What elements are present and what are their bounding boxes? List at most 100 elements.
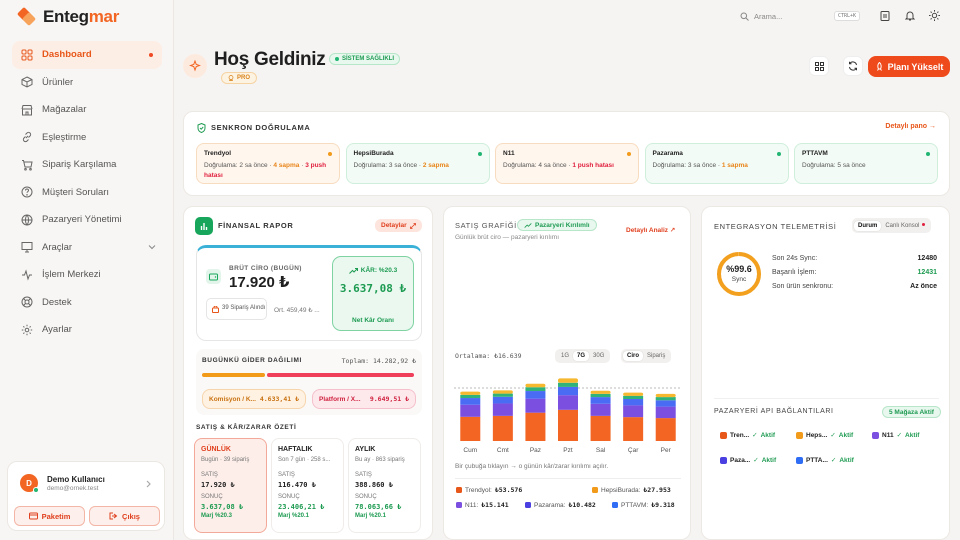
chevron-right-icon[interactable] — [146, 480, 152, 488]
bar-Paz-Trendyol[interactable] — [525, 412, 546, 441]
expense-total: Toplam: 14.282,92 ₺ — [341, 357, 416, 365]
bell-icon[interactable] — [905, 10, 915, 21]
search-box[interactable]: Arama... CTRL+K — [734, 8, 860, 25]
sidebar-item-mağazalar[interactable]: Mağazalar — [12, 96, 162, 124]
sidebar-item-araçlar[interactable]: Araçlar — [12, 234, 162, 262]
bar-Per-PTTAVM[interactable] — [655, 393, 676, 398]
pro-badge: PRO — [221, 72, 258, 84]
grid-view-button[interactable] — [809, 56, 829, 76]
api-connection[interactable]: Tren... ✓ Aktif — [720, 431, 775, 439]
finance-title: FİNANSAL RAPOR — [218, 221, 294, 230]
bar-Sal-Pazarama[interactable] — [590, 393, 611, 398]
metrics-option[interactable]: Ciro — [623, 351, 643, 361]
detailed-analysis-link[interactable]: Detaylı Analiz ↗ — [626, 227, 676, 234]
sidebar-item-pazaryeri-yönetimi[interactable]: Pazaryeri Yönetimi — [12, 206, 162, 234]
period-card-0[interactable]: GÜNLÜK Bugün · 39 sipariş SATIŞ 17.920 ₺ SON… — [194, 438, 267, 533]
bar-Pzt-HepsiBurada[interactable] — [558, 395, 578, 410]
sidebar-item-eşleştirme[interactable]: Eşleştirme — [12, 124, 162, 152]
bar-Pzt-PTTAVM[interactable] — [558, 378, 578, 383]
bar-Cmt-Trendyol[interactable] — [492, 415, 513, 441]
sidebar-item-label: Araçlar — [42, 241, 73, 253]
expense-chip[interactable]: Komisyon / K... 4.633,41 ₺ — [202, 389, 306, 409]
store-icon — [21, 104, 33, 116]
telemetry-card: ENTEGRASYON TELEMETRİSİ Durum Canlı Konso… — [701, 206, 950, 540]
sidebar-item-ürünler[interactable]: Ürünler — [12, 69, 162, 97]
plan-button[interactable]: Paketim — [14, 506, 85, 526]
bar-Çar-Trendyol[interactable] — [623, 417, 644, 441]
ranges-option[interactable]: 1G — [561, 353, 570, 359]
x-tick-label: Per — [661, 447, 672, 454]
marketplace-sync-pazarama[interactable]: Pazarama Doğrulama: 3 sa önce · 1 sapma — [644, 143, 789, 184]
bar-Çar-Pazarama[interactable] — [623, 395, 644, 399]
bar-Cmt-PTTAVM[interactable] — [492, 390, 513, 394]
ranges-option[interactable]: 7G — [573, 351, 590, 361]
bar-Çar-N11[interactable] — [623, 399, 644, 406]
sidebar-item-dashboard[interactable]: Dashboard — [12, 41, 162, 69]
period-card-1[interactable]: HAFTALIK Son 7 gün · 258 s... SATIŞ 116.470… — [271, 438, 344, 533]
bar-Çar-HepsiBurada[interactable] — [623, 405, 644, 418]
api-connection[interactable]: PTTA... ✓ Aktif — [796, 456, 854, 464]
api-connection[interactable]: Heps... ✓ Aktif — [796, 431, 853, 439]
tele-tabs-option[interactable]: Durum — [854, 220, 882, 231]
expense-chip[interactable]: Platform / X... 9.649,51 ₺ — [312, 389, 416, 409]
bar-Pzt-N11[interactable] — [558, 386, 578, 396]
bar-Pzt-Pazarama[interactable] — [558, 382, 578, 387]
bar-Per-HepsiBurada[interactable] — [655, 406, 676, 419]
bar-Pzt-Trendyol[interactable] — [558, 409, 578, 441]
orders-chip[interactable]: 39 Sipariş Alındı — [206, 298, 267, 320]
bar-Cmt-Pazarama[interactable] — [492, 393, 513, 397]
bar-Sal-PTTAVM[interactable] — [590, 390, 611, 394]
upgrade-plan-button[interactable]: Planı Yükselt — [868, 56, 950, 77]
bar-Cum-N11[interactable] — [460, 398, 481, 405]
detailed-panel-link[interactable]: Detaylı pano → — [885, 123, 936, 130]
marketplace-sync-n11[interactable]: N11 Doğrulama: 4 sa önce · 1 push hatası — [495, 143, 639, 184]
expand-icon — [409, 222, 416, 229]
bar-Sal-HepsiBurada[interactable] — [590, 403, 611, 416]
api-connection[interactable]: N11 ✓ Aktif — [872, 431, 919, 439]
sidebar-item-ayarlar[interactable]: Ayarlar — [12, 316, 162, 344]
sidebar-item-i-şlem-merkezi[interactable]: İşlem Merkezi — [12, 261, 162, 289]
sidebar-item-sipariş-karşılama[interactable]: Sipariş Karşılama — [12, 151, 162, 179]
x-tick-label: Cmt — [497, 447, 509, 454]
sidebar-item-label: Eşleştirme — [42, 131, 87, 143]
marketplace-sync-trendyol[interactable]: Trendyol Doğrulama: 2 sa önce · 4 sapma ·… — [196, 143, 340, 184]
sidebar-item-destek[interactable]: Destek — [12, 289, 162, 317]
status-dot — [328, 152, 332, 156]
logout-button[interactable]: Çıkış — [89, 506, 160, 526]
clipboard-icon[interactable] — [880, 10, 890, 21]
bar-Cum-PTTAVM[interactable] — [460, 391, 481, 395]
bar-Sal-Trendyol[interactable] — [590, 415, 611, 441]
search-input[interactable]: Arama... — [754, 12, 783, 21]
bar-Per-Trendyol[interactable] — [655, 418, 676, 441]
bar-Paz-N11[interactable] — [525, 391, 546, 399]
system-health-badge: SİSTEM SAĞLIKLI — [329, 53, 401, 65]
bar-Sal-N11[interactable] — [590, 397, 611, 404]
avatar[interactable]: D — [20, 474, 39, 493]
bar-Paz-Pazarama[interactable] — [525, 387, 546, 392]
bar-Cmt-HepsiBurada[interactable] — [492, 403, 513, 416]
api-connection[interactable]: Pazа... ✓ Aktif — [720, 456, 776, 464]
bar-Cum-HepsiBurada[interactable] — [460, 404, 481, 417]
sidebar-item-müşteri-soruları[interactable]: Müşteri Soruları — [12, 179, 162, 207]
bar-Çar-PTTAVM[interactable] — [623, 392, 644, 396]
sun-icon[interactable] — [929, 10, 940, 21]
bar-Cmt-N11[interactable] — [492, 396, 513, 404]
bar-Cum-Trendyol[interactable] — [460, 416, 481, 441]
refresh-button[interactable] — [843, 56, 863, 76]
period-card-2[interactable]: AYLIK Bu ay · 863 sipariş SATIŞ 388.860 ₺ SO… — [348, 438, 421, 533]
ranges-option[interactable]: 30G — [593, 353, 605, 359]
details-button[interactable]: Detaylar — [375, 219, 422, 232]
box-icon — [21, 76, 33, 88]
tele-tabs-option[interactable]: Canlı Konsol — [881, 221, 929, 231]
expense-title: BUGÜNKÜ GİDER DAĞILIMI — [202, 357, 302, 364]
metrics-option[interactable]: Sipariş — [647, 353, 666, 359]
bar-Paz-PTTAVM[interactable] — [525, 383, 546, 388]
bar-Cum-Pazarama[interactable] — [460, 394, 481, 399]
app-logo[interactable]: Entegmar — [16, 6, 119, 28]
bar-Per-N11[interactable] — [655, 400, 676, 407]
marketplace-sync-pttavm[interactable]: PTTAVM Doğrulama: 5 sa önce — [794, 143, 938, 184]
summary-title: SATIŞ & KÂR/ZARAR ÖZETİ — [196, 424, 297, 431]
marketplace-sync-hepsiburada[interactable]: HepsiBurada Doğrulama: 3 sa önce · 2 sapm… — [345, 143, 490, 184]
bar-Per-Pazarama[interactable] — [655, 397, 676, 401]
bar-Paz-HepsiBurada[interactable] — [525, 398, 546, 413]
